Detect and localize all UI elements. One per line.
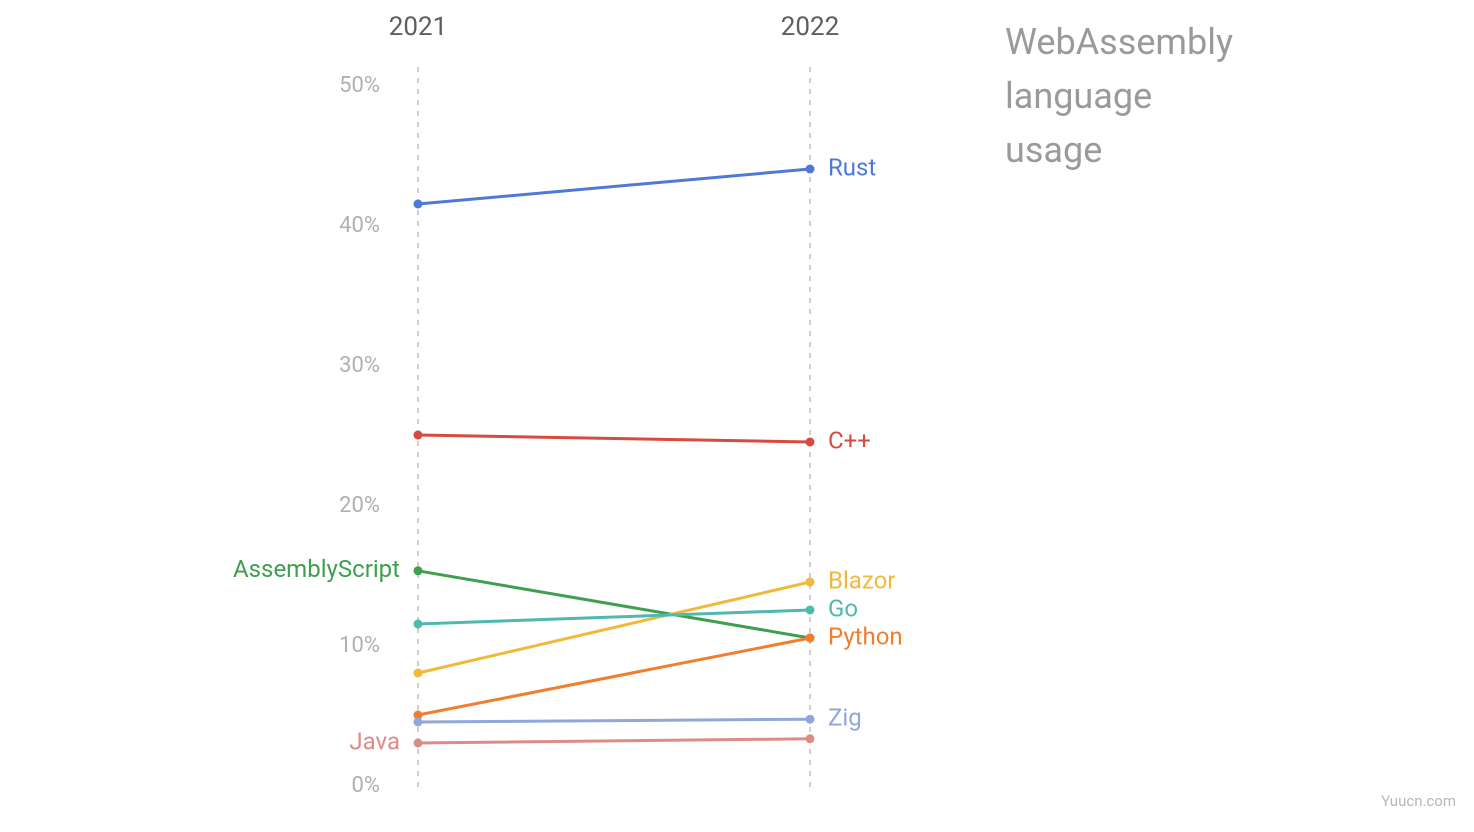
- series-marker: [414, 669, 423, 678]
- title-line: WebAssembly: [1005, 15, 1233, 69]
- y-tick-label: 20%: [339, 493, 380, 518]
- series-marker: [806, 165, 815, 174]
- series-marker: [806, 578, 815, 587]
- x-axis-year-label: 2022: [781, 12, 839, 42]
- series-marker: [414, 620, 423, 629]
- series-line: [418, 169, 810, 204]
- series-marker: [806, 606, 815, 615]
- series-label: C++: [828, 426, 871, 454]
- y-tick-label: 50%: [339, 73, 380, 98]
- watermark: Yuucn.com: [1381, 792, 1456, 810]
- chart-title: WebAssemblylanguageusage: [1005, 15, 1233, 177]
- y-tick-label: 30%: [339, 353, 380, 378]
- series-line: [418, 719, 810, 722]
- series-marker: [806, 734, 815, 743]
- series-label: Blazor: [828, 566, 895, 594]
- series-marker: [414, 566, 423, 575]
- slope-chart: 2021 2022 0% 10% 20% 30% 40% 50% Rust C++ Assembly…: [0, 0, 1474, 832]
- y-tick-label: 10%: [339, 633, 380, 658]
- series-line: [418, 435, 810, 442]
- series-marker: [806, 634, 815, 643]
- series-marker: [414, 431, 423, 440]
- series-label: Java: [349, 727, 400, 755]
- y-tick-label: 40%: [339, 213, 380, 238]
- series-marker: [414, 200, 423, 209]
- series-label: Zig: [828, 704, 862, 732]
- series-marker: [414, 739, 423, 748]
- series-marker: [806, 438, 815, 447]
- series-label: Python: [828, 622, 903, 650]
- series-line: [418, 638, 810, 715]
- series-marker: [414, 718, 423, 727]
- series-label: AssemblyScript: [233, 555, 400, 583]
- x-axis-year-label: 2021: [389, 12, 447, 42]
- series-label: Go: [828, 594, 858, 622]
- series-line: [418, 610, 810, 624]
- title-line: language: [1005, 69, 1233, 123]
- title-line: usage: [1005, 123, 1233, 177]
- series-label: Rust: [828, 153, 876, 181]
- y-tick-label: 0%: [352, 773, 380, 798]
- series-line: [418, 739, 810, 743]
- series-marker: [806, 715, 815, 724]
